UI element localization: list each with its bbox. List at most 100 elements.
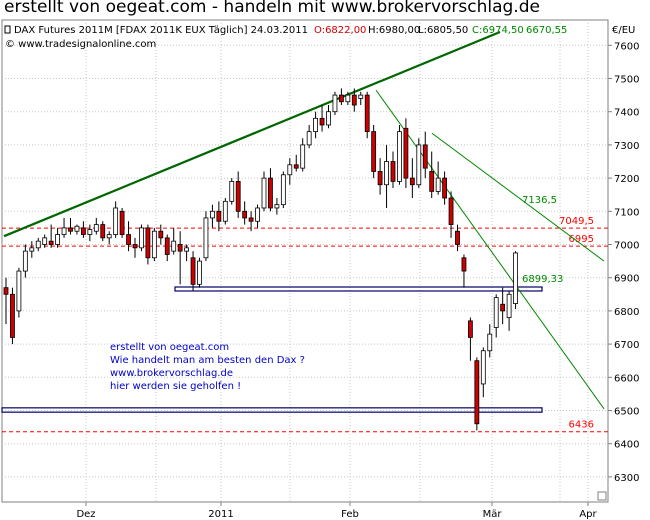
candle-body [216, 210, 222, 222]
annotation-line-2: Wie handelt man am besten den Dax ? [110, 355, 305, 366]
open-value: O:6822,00 [314, 25, 366, 36]
annotation-line-3: www.brokervorschlag.de [110, 368, 233, 379]
x-tick-label: Dez [76, 509, 95, 520]
candle-body [338, 94, 344, 103]
candle-body [145, 227, 151, 259]
candle-body [416, 144, 422, 186]
candle-body [87, 229, 93, 235]
candle-body [377, 171, 383, 186]
candle-body [448, 197, 454, 225]
x-tick-label: Feb [341, 509, 359, 520]
candle-body [29, 247, 35, 252]
copyright-text: © www.tradesignalonline.com [5, 39, 156, 50]
level-label: 6436 [569, 420, 594, 431]
candle-body [364, 94, 370, 133]
y-tick-label: 6300 [614, 473, 639, 484]
candle-body [177, 244, 183, 252]
x-tick-label: 2011 [208, 509, 233, 520]
candle-body [345, 94, 351, 103]
uptrend-line [3, 31, 501, 238]
price-boxes [1, 286, 543, 413]
candle-body [326, 111, 331, 126]
candle-body [487, 333, 493, 352]
candle-body [61, 227, 67, 235]
candle-body [190, 257, 196, 285]
candle-body [429, 171, 435, 192]
trend-lines: 7136,5 6899,33 [3, 31, 605, 410]
candle-body [81, 227, 86, 235]
high-value: H:6980,00 [368, 25, 420, 36]
candle-body [351, 94, 357, 106]
candle-body [409, 177, 415, 186]
candle-body [222, 200, 228, 222]
low-value: L:6805,50 [418, 25, 468, 36]
level-label: 7049,5 [559, 216, 594, 227]
x-tick-label: Mär [483, 509, 503, 520]
y-tick-label: 7400 [614, 108, 639, 119]
y-tick-label: 7100 [614, 207, 639, 218]
candle-body [132, 244, 138, 249]
y-tick-label: 6600 [614, 373, 639, 384]
candle-body [22, 250, 28, 272]
candle-body [255, 207, 260, 222]
support-resistance-levels: 7049,5 6995 6436 [2, 216, 608, 433]
candle-body [480, 350, 486, 385]
x-axis: Dez 2011 Feb Mär Apr [76, 502, 598, 520]
y-tick-label: 6900 [614, 274, 639, 285]
plot-area [1, 19, 609, 503]
candle-body [35, 240, 41, 249]
candle-body [461, 257, 467, 272]
candle-body [261, 177, 267, 209]
candle-body [384, 161, 389, 186]
candle-body [164, 237, 170, 255]
y-tick-label: 7300 [614, 141, 639, 152]
candle-body [151, 230, 157, 259]
candle-body [319, 117, 325, 126]
candle-body [500, 303, 506, 312]
candle-body [242, 210, 248, 219]
y-tick-label: 7200 [614, 174, 639, 185]
x-tick-label: Apr [579, 509, 597, 520]
y-tick-label: 6400 [614, 440, 639, 451]
candle-body [10, 293, 15, 338]
candle-body [371, 131, 377, 172]
candle-body [197, 260, 202, 285]
page-title: erstellt von oegeat.com - handeln mit ww… [4, 0, 540, 17]
candle-body [474, 360, 480, 425]
candle-body [203, 217, 209, 259]
extra-value: 6670,55 [526, 25, 567, 36]
series-marker-icon [4, 25, 11, 34]
trend-label-upper: 7136,5 [522, 195, 557, 206]
price-box [174, 286, 543, 292]
close-value: C:6974,50 [472, 25, 524, 36]
downtrend-line-shallow [431, 132, 605, 262]
downtrend-line-steep [375, 89, 605, 410]
price-box [1, 407, 543, 413]
y-axis: 6300 6400 6500 6600 6700 6800 6900 7000 7100 7200… [608, 41, 639, 484]
candle-body [513, 252, 518, 304]
candle-body [332, 94, 338, 113]
candle-body [68, 227, 73, 232]
candle-body [100, 224, 106, 239]
candle-body [235, 181, 241, 212]
candle-body [467, 320, 473, 338]
candle-body [16, 270, 22, 312]
candle-body [48, 240, 54, 245]
annotation-line-1: erstellt von oegeat.com [110, 342, 229, 353]
candle-body [42, 237, 48, 245]
level-label: 6995 [569, 234, 594, 245]
candle-body [435, 177, 441, 192]
y-tick-label: 7500 [614, 75, 639, 86]
y-tick-label: 6500 [614, 407, 639, 418]
candle-body [113, 207, 119, 235]
instrument-info: DAX Futures 2011M [FDAX 2011K EUX Täglic… [14, 25, 308, 36]
candle-body [442, 177, 448, 199]
candle-body [293, 164, 299, 169]
candle-body [280, 174, 286, 206]
annotation-line-4: hier werden sie geholfen ! [110, 381, 241, 392]
candle-body [248, 217, 254, 222]
candle-body [287, 164, 293, 176]
resize-corner-icon[interactable] [597, 491, 607, 501]
